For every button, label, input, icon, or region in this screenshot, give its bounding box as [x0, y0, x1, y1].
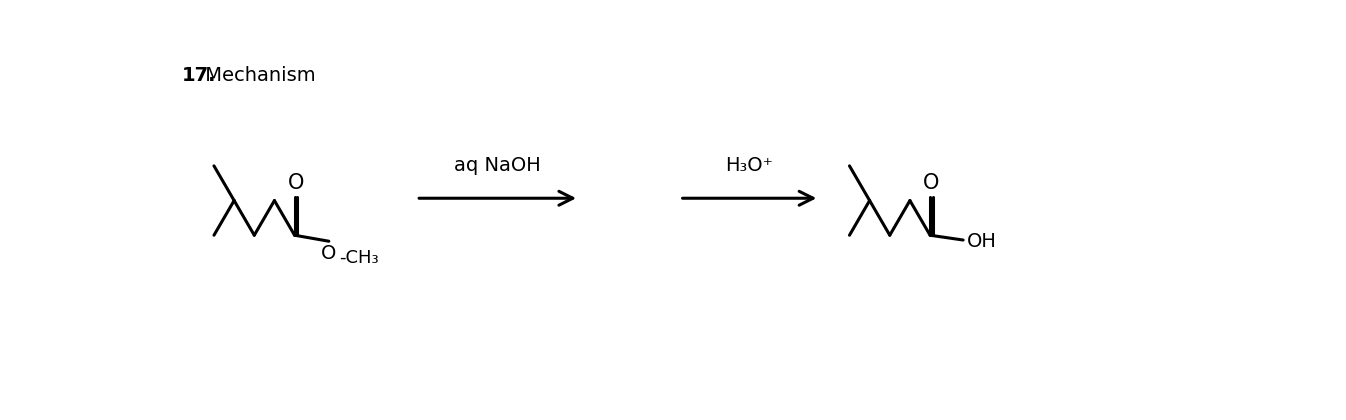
Text: 17.: 17. — [182, 66, 217, 85]
Text: OH: OH — [966, 232, 997, 251]
Text: Mechanism: Mechanism — [199, 66, 316, 85]
Text: aq NaOH: aq NaOH — [454, 156, 541, 175]
Text: H₃O⁺: H₃O⁺ — [725, 156, 774, 175]
Text: O: O — [923, 173, 940, 193]
Text: O: O — [288, 173, 304, 193]
Text: O: O — [322, 244, 336, 262]
Text: -CH₃: -CH₃ — [339, 249, 378, 267]
